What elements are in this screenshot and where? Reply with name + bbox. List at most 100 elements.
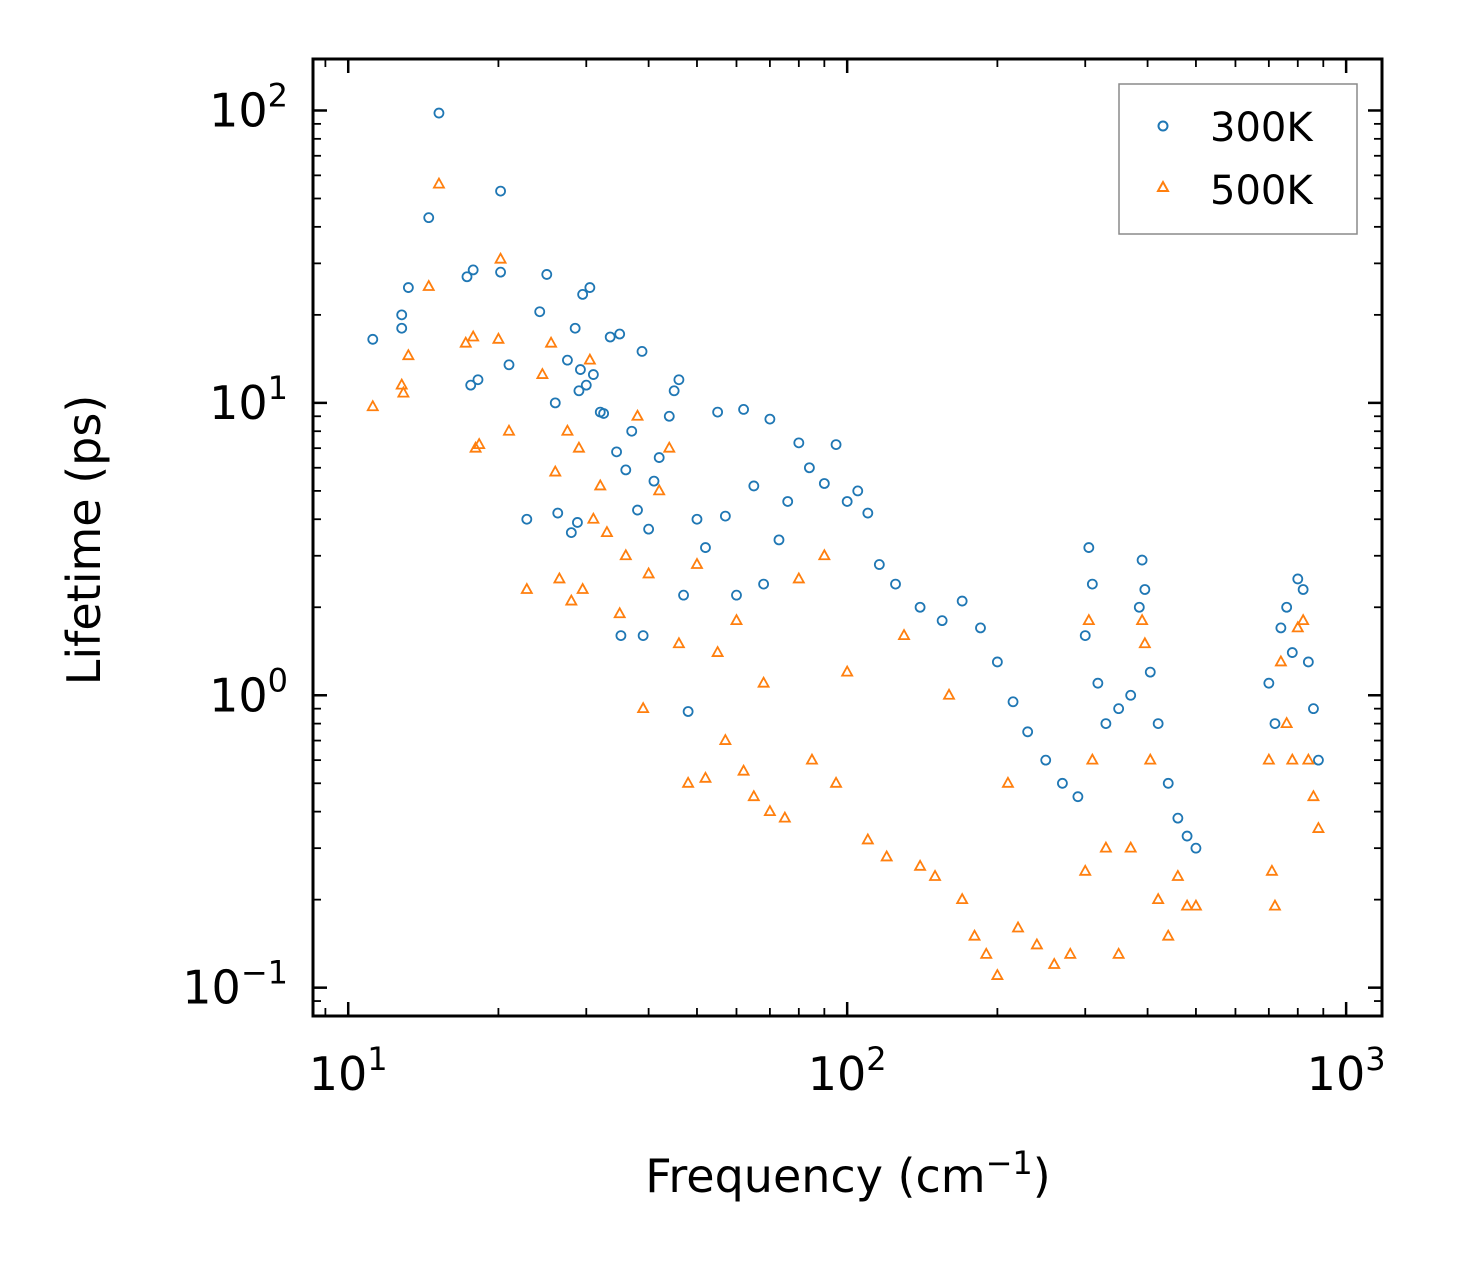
point-500k [792,571,806,584]
point-300k [773,534,785,546]
point-300k [1040,754,1052,766]
point-500k [1112,946,1126,959]
point-500k [552,571,566,584]
point-500k [763,804,777,817]
point-500k [1280,716,1294,729]
point-500k [1311,821,1325,833]
point-500k [897,628,911,640]
point-500k [913,858,927,871]
point-300k [1181,830,1193,842]
point-300k [648,475,660,487]
point-300k [577,288,589,300]
point-500k [502,423,516,436]
y-tick-label: 101 [209,369,288,430]
point-300k [1136,554,1148,566]
point-300k [682,706,694,717]
point-300k [637,630,649,641]
point-500k [1099,840,1113,853]
point-500k [1047,957,1061,969]
point-300k [956,595,968,607]
point-300k [1100,718,1112,730]
point-300k [465,379,477,391]
tick-layer: 101 102 103 10−1 100 101 102 [182,59,1386,1101]
point-500k [928,869,942,881]
point-300k [615,630,627,641]
point-300k [1113,703,1125,715]
point-500k [564,593,578,606]
point-300k [890,578,901,590]
point-500k [1011,920,1025,933]
point-500k [535,367,549,379]
point-500k [366,399,380,412]
point-300k [1125,689,1137,701]
point-500k [520,582,534,594]
point-500k [662,440,676,453]
point-500k [942,687,956,700]
point-300k [495,266,506,278]
x-axis-title: Frequency (cm−1) [645,1144,1050,1203]
legend-box [1118,83,1358,235]
point-500k [494,251,508,264]
point-300k [611,446,622,458]
point-300k [549,397,561,409]
point-300k [472,374,484,386]
point-500k [817,548,831,561]
point-500k [401,348,415,361]
point-500k [1301,752,1315,765]
point-500k [690,557,704,569]
point-500k [1262,752,1276,765]
point-300k [503,359,515,371]
point-500k [466,329,480,342]
point-300k [1092,677,1104,689]
point-300k [873,559,885,570]
point-500k [711,645,725,657]
point-500k [600,525,614,538]
point-500k [747,789,761,802]
point-500k [1078,863,1092,876]
point-300k [841,496,853,507]
point-300k [1269,718,1281,730]
point-300k [1263,677,1275,689]
point-300k [758,578,770,590]
point-300k [1083,542,1095,553]
point-500k [979,946,993,959]
point-500k [572,440,586,453]
point-300k [1297,584,1309,595]
point-300k [467,264,479,276]
point-300k [575,364,586,375]
point-300k [731,589,742,601]
point-500k [698,770,713,783]
point-500k [955,892,969,905]
point-300k [1079,630,1091,641]
point-300k [396,322,408,334]
point-300k [678,589,689,601]
point-500k [636,701,650,714]
point-300k [782,496,794,507]
point-300k [1144,666,1156,678]
point-500k [1180,898,1194,911]
point-300k [991,656,1003,668]
point-500k [1268,898,1282,911]
series-500k [366,176,1325,980]
point-300k [367,333,379,345]
point-300k [495,185,506,197]
point-500k [1171,869,1185,881]
point-500k [1274,654,1288,667]
point-300k [1007,696,1019,708]
point-300k [719,510,731,522]
point-300k [534,306,546,318]
x-axis-title-main: Frequency (cm [645,1149,985,1203]
point-500k [548,464,562,477]
point-500k [544,335,558,348]
point-300k [1162,777,1174,789]
point-300k [584,282,596,293]
x-axis-title-suffix: ) [1033,1149,1051,1203]
point-500k [459,335,473,348]
point-300k [620,464,632,476]
point-500k [737,763,751,776]
point-500k [583,352,597,365]
point-300k [914,601,926,613]
x-tick-label: 101 [309,1040,388,1101]
point-500k [861,832,875,845]
point-500k [1082,613,1096,626]
